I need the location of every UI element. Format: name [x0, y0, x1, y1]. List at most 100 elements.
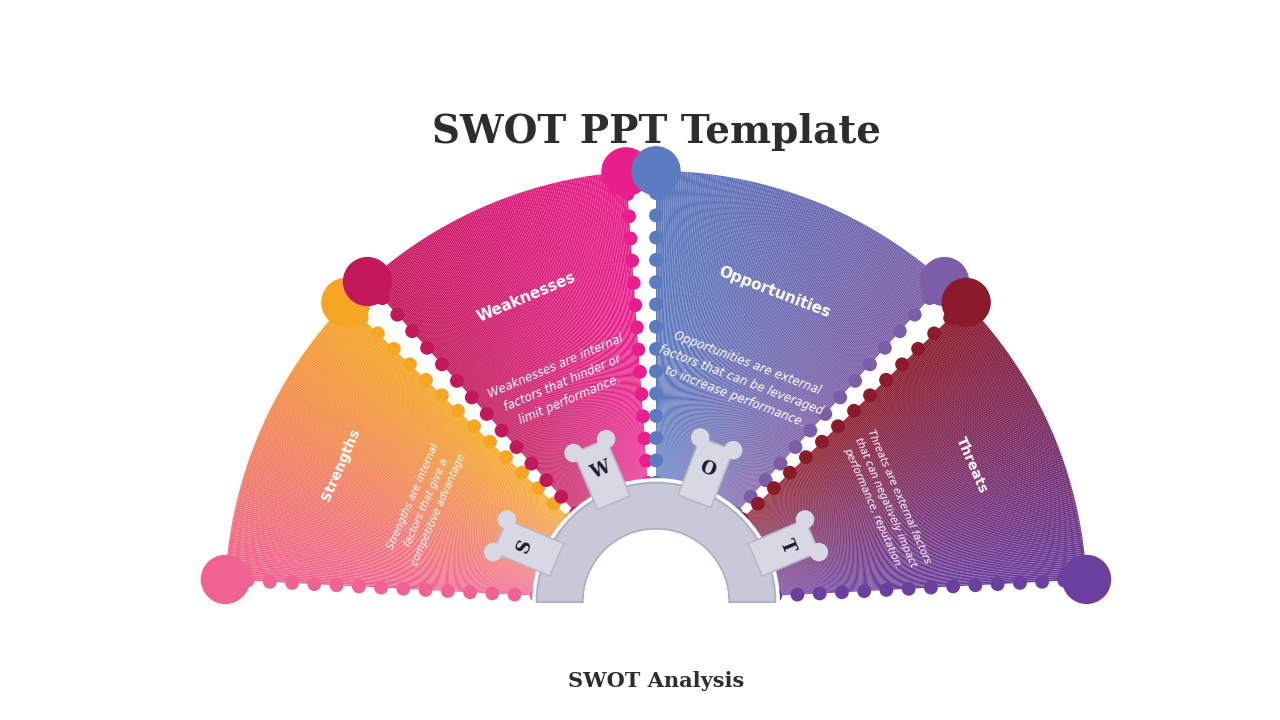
Polygon shape — [764, 423, 1048, 553]
Circle shape — [924, 580, 938, 595]
Polygon shape — [492, 203, 611, 492]
Polygon shape — [457, 219, 602, 496]
Text: SWOT Analysis: SWOT Analysis — [568, 671, 744, 691]
Polygon shape — [232, 521, 539, 580]
Polygon shape — [716, 228, 873, 499]
Polygon shape — [750, 335, 996, 528]
Polygon shape — [755, 365, 1018, 537]
Polygon shape — [243, 474, 541, 567]
Polygon shape — [262, 424, 548, 554]
Polygon shape — [682, 181, 754, 486]
Text: Weaknesses are internal
factors that hinder or
limit performance.: Weaknesses are internal factors that hin… — [486, 332, 640, 434]
Polygon shape — [256, 438, 545, 557]
Polygon shape — [599, 174, 641, 484]
Polygon shape — [261, 428, 547, 554]
Polygon shape — [334, 313, 567, 523]
Polygon shape — [767, 441, 1057, 558]
Circle shape — [759, 473, 773, 487]
Polygon shape — [692, 191, 788, 488]
Polygon shape — [588, 176, 637, 484]
Polygon shape — [749, 332, 993, 528]
Polygon shape — [230, 531, 539, 582]
Polygon shape — [244, 470, 543, 566]
Circle shape — [767, 481, 781, 495]
Polygon shape — [773, 510, 1078, 577]
Polygon shape — [759, 382, 1028, 541]
Polygon shape — [669, 174, 709, 484]
Polygon shape — [773, 531, 1082, 582]
Circle shape — [649, 253, 663, 267]
Polygon shape — [657, 171, 658, 482]
Polygon shape — [744, 312, 977, 522]
Polygon shape — [680, 179, 742, 485]
Text: W: W — [588, 459, 613, 483]
Polygon shape — [289, 374, 554, 539]
Circle shape — [630, 320, 644, 334]
Polygon shape — [685, 184, 763, 486]
Polygon shape — [335, 312, 568, 522]
Polygon shape — [503, 198, 614, 490]
Polygon shape — [760, 392, 1033, 544]
Circle shape — [810, 543, 828, 562]
Polygon shape — [233, 518, 539, 580]
Circle shape — [927, 326, 941, 341]
Polygon shape — [687, 186, 773, 487]
Polygon shape — [502, 199, 614, 490]
Polygon shape — [726, 253, 910, 505]
Polygon shape — [774, 536, 1083, 585]
Polygon shape — [664, 172, 687, 483]
Polygon shape — [550, 184, 627, 486]
Circle shape — [435, 357, 449, 372]
Polygon shape — [470, 212, 605, 495]
Circle shape — [371, 326, 385, 341]
Polygon shape — [746, 323, 986, 525]
Polygon shape — [242, 480, 541, 569]
Circle shape — [219, 572, 233, 586]
Polygon shape — [749, 328, 991, 527]
Circle shape — [330, 578, 343, 592]
Circle shape — [1036, 575, 1050, 589]
Circle shape — [1012, 576, 1027, 590]
Polygon shape — [671, 174, 713, 484]
Polygon shape — [369, 279, 577, 513]
Polygon shape — [234, 510, 539, 577]
Polygon shape — [664, 172, 690, 483]
Polygon shape — [374, 275, 579, 512]
Polygon shape — [255, 444, 545, 559]
Polygon shape — [713, 223, 864, 498]
Polygon shape — [279, 392, 552, 544]
Polygon shape — [716, 228, 872, 498]
Polygon shape — [774, 553, 1084, 589]
Circle shape — [649, 342, 663, 356]
Polygon shape — [594, 175, 639, 484]
Circle shape — [649, 297, 663, 311]
Polygon shape — [297, 361, 557, 536]
Circle shape — [649, 186, 663, 200]
Polygon shape — [763, 410, 1043, 549]
Polygon shape — [731, 265, 927, 509]
Polygon shape — [288, 375, 554, 540]
Circle shape — [991, 577, 1005, 591]
Polygon shape — [494, 202, 612, 491]
Polygon shape — [227, 567, 538, 593]
Polygon shape — [731, 266, 928, 510]
Polygon shape — [412, 245, 589, 503]
Polygon shape — [764, 417, 1046, 552]
Polygon shape — [708, 215, 847, 495]
Polygon shape — [273, 402, 550, 547]
Text: T: T — [776, 536, 797, 556]
Polygon shape — [378, 271, 580, 511]
Polygon shape — [709, 217, 851, 495]
Circle shape — [946, 580, 960, 593]
Polygon shape — [452, 222, 600, 497]
Polygon shape — [518, 193, 618, 489]
Circle shape — [625, 253, 639, 268]
Circle shape — [818, 407, 832, 421]
Polygon shape — [768, 449, 1060, 560]
Polygon shape — [773, 512, 1078, 577]
Polygon shape — [698, 198, 809, 490]
Circle shape — [451, 404, 465, 418]
Polygon shape — [694, 194, 796, 489]
Polygon shape — [242, 478, 541, 568]
Polygon shape — [280, 390, 552, 544]
